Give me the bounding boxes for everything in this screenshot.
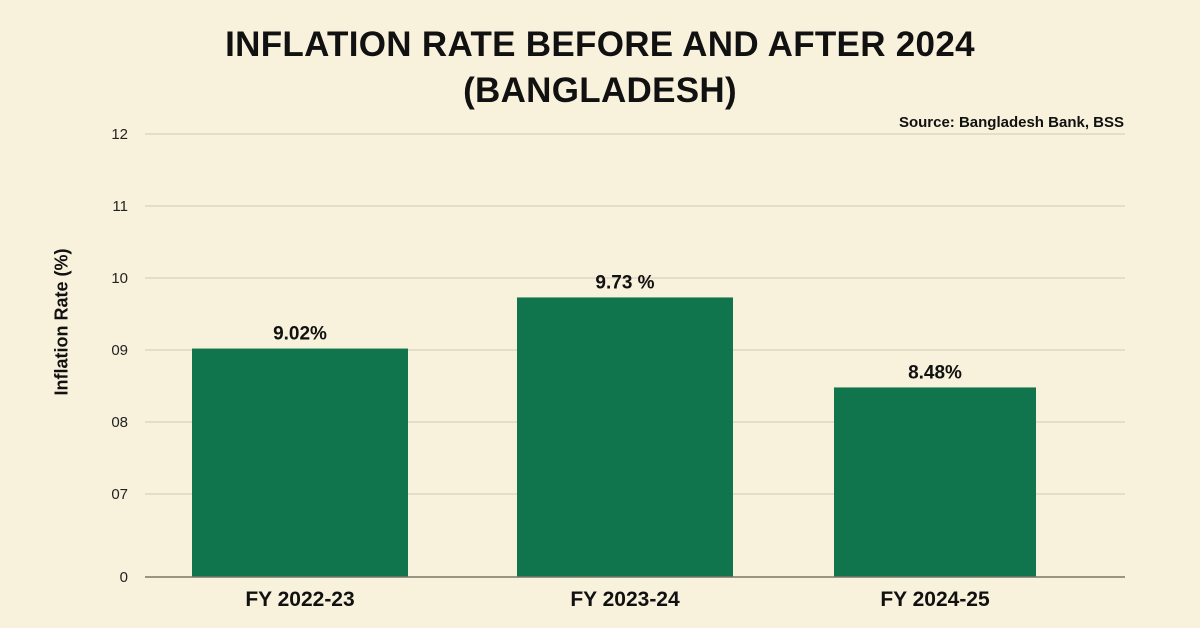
data-label: 8.48% bbox=[908, 362, 962, 383]
data-label: 9.73 % bbox=[595, 272, 654, 293]
chart-title-line1: INFLATION RATE BEFORE AND AFTER 2024 bbox=[225, 25, 975, 64]
chart-title: INFLATION RATE BEFORE AND AFTER 2024 (BA… bbox=[0, 22, 1200, 114]
x-category-label: FY 2022-23 bbox=[245, 588, 354, 611]
bar bbox=[517, 297, 733, 577]
y-tick-label: 12 bbox=[111, 126, 128, 143]
y-tick-label: 07 bbox=[111, 486, 128, 503]
chart-title-line2: (BANGLADESH) bbox=[463, 71, 737, 110]
source-note: Source: Bangladesh Bank, BSS bbox=[898, 114, 1124, 131]
y-tick-label: 09 bbox=[111, 342, 128, 359]
y-tick-label: 11 bbox=[112, 198, 128, 215]
y-tick-label: 10 bbox=[111, 270, 128, 287]
data-label: 9.02% bbox=[273, 324, 327, 345]
y-tick-label: 0 bbox=[120, 569, 128, 586]
bar bbox=[834, 387, 1036, 577]
x-category-label: FY 2023-24 bbox=[570, 588, 680, 611]
bar bbox=[192, 348, 408, 577]
x-category-label: FY 2024-25 bbox=[880, 588, 990, 611]
y-tick-label: 08 bbox=[111, 414, 128, 431]
